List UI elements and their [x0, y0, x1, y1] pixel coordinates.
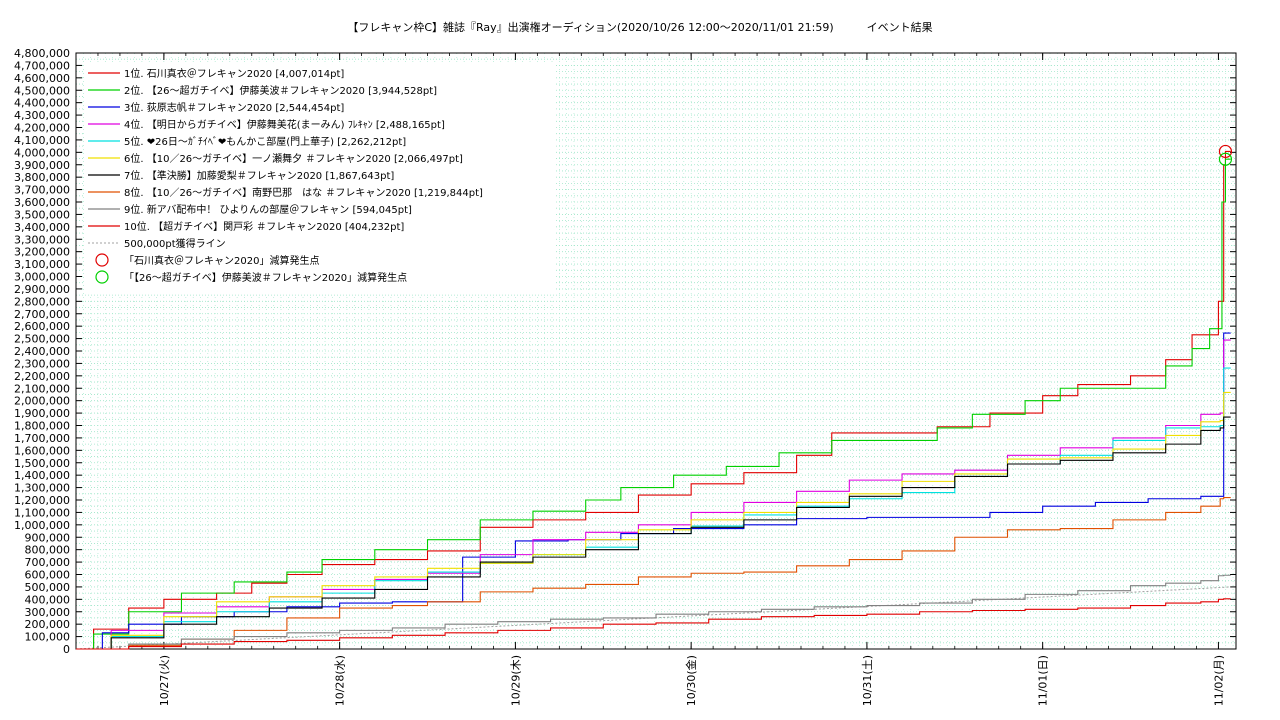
deduction-marker-1 [1218, 144, 1233, 159]
x-tick-label: 10/28(水) [334, 655, 347, 706]
reference-line [75, 586, 1231, 650]
chart-title: 【フレキャン枠C】雑誌『Ray』出演権オーディション(2020/10/26 12… [347, 21, 933, 34]
y-tick-label: 4,800,000 [14, 47, 70, 60]
legend-label-4: 4位. 【明日からガチイベ】伊藤舞美花(まーみん) ﾌﾚｷｬﾝ [2,488,1… [124, 118, 445, 131]
y-tick-label: 3,000,000 [14, 271, 70, 284]
y-tick-label: 2,200,000 [14, 370, 70, 383]
y-tick-label: 3,200,000 [14, 246, 70, 259]
series-line-1 [76, 150, 1231, 650]
y-tick-label: 2,000,000 [14, 395, 70, 408]
y-tick-label: 2,300,000 [14, 357, 70, 370]
y-tick-label: 3,500,000 [14, 208, 70, 221]
y-tick-label: 2,400,000 [14, 345, 70, 358]
legend-marker-1 [95, 253, 109, 267]
y-tick-label: 4,700,000 [14, 59, 70, 72]
y-tick-label: 1,300,000 [14, 482, 70, 495]
y-tick-label: 900,000 [25, 531, 71, 544]
y-tick-label: 1,600,000 [14, 444, 70, 457]
y-tick-label: 500,000 [25, 581, 71, 594]
y-tick-label: 1,400,000 [14, 469, 70, 482]
legend-label-6: 6位. 【10／26～ガチイベ】一ノ瀬舞夕 ＃フレキャン2020 [2,066,… [124, 152, 463, 165]
legend-box [84, 64, 556, 294]
y-tick-label: 1,800,000 [14, 420, 70, 433]
legend-label-reference: 500,000pt獲得ライン [124, 237, 226, 250]
x-tick-label: 11/02(月) [1212, 655, 1225, 706]
legend-label-9: 9位. 新アバ配布中！ ひよりんの部屋＠フレキャン [594,045pt] [124, 203, 412, 216]
legend-marker-label-2: 「【26～超ガチイベ】伊藤美波＃フレキャン2020」減算発生点 [124, 271, 407, 284]
y-tick-label: 1,000,000 [14, 519, 70, 532]
y-tick-label: 2,700,000 [14, 308, 70, 321]
y-tick-label: 3,700,000 [14, 184, 70, 197]
y-tick-label: 4,400,000 [14, 97, 70, 110]
series-line-8 [76, 496, 1231, 650]
legend-label-2: 2位. 【26～超ガチイベ】伊藤美波＃フレキャン2020 [3,944,528p… [124, 84, 437, 97]
y-tick-label: 3,300,000 [14, 233, 70, 246]
y-tick-label: 4,300,000 [14, 109, 70, 122]
y-tick-label: 2,500,000 [14, 333, 70, 346]
y-tick-label: 300,000 [25, 606, 71, 619]
series-line-6 [76, 391, 1231, 650]
y-tick-label: 700,000 [25, 556, 71, 569]
deduction-marker-2 [1218, 152, 1233, 166]
x-tick-label: 10/29(木) [509, 655, 522, 706]
y-tick-label: 1,700,000 [14, 432, 70, 445]
y-tick-label: 2,800,000 [14, 295, 70, 308]
x-tick-label: 10/27(火) [158, 655, 171, 706]
x-tick-label: 10/31(土) [861, 655, 874, 706]
legend-marker-2 [95, 270, 109, 284]
y-tick-label: 400,000 [25, 593, 71, 606]
legend-label-3: 3位. 荻原志帆＃フレキャン2020 [2,544,454pt] [124, 101, 344, 114]
y-tick-label: 3,600,000 [14, 196, 70, 209]
legend-label-8: 8位. 【10／26～ガチイベ】南野巴那 はな ＃フレキャン2020 [1,21… [124, 186, 483, 199]
y-tick-label: 4,600,000 [14, 72, 70, 85]
y-tick-label: 1,200,000 [14, 494, 70, 507]
y-tick-label: 4,200,000 [14, 122, 70, 135]
y-tick-label: 3,800,000 [14, 171, 70, 184]
y-tick-label: 3,100,000 [14, 258, 70, 271]
y-tick-label: 3,400,000 [14, 221, 70, 234]
y-tick-label: 800,000 [25, 544, 71, 557]
y-tick-label: 4,500,000 [14, 84, 70, 97]
y-tick-label: 4,000,000 [14, 146, 70, 159]
legend-label-10: 10位. 【超ガチイベ】関戸彩 ＃フレキャン2020 [404,232pt] [124, 220, 404, 233]
y-tick-label: 3,900,000 [14, 159, 70, 172]
y-tick-label: 1,500,000 [14, 457, 70, 470]
y-tick-label: 1,100,000 [14, 506, 70, 519]
x-tick-label: 11/01(日) [1037, 655, 1050, 706]
y-tick-label: 2,600,000 [14, 320, 70, 333]
x-tick-label: 10/30(金) [684, 655, 698, 706]
series-line-5 [76, 367, 1231, 650]
legend-label-5: 5位. ❤26日～ｶﾞﾁｲﾍﾞ❤もんかこ部屋(門上華子) [2,262,212p… [124, 135, 406, 148]
y-tick-label: 0 [63, 643, 70, 656]
y-tick-label: 200,000 [25, 618, 71, 631]
y-tick-label: 100,000 [25, 631, 71, 644]
series-line-7 [76, 416, 1231, 650]
series-line-10 [76, 598, 1231, 650]
legend-label-7: 7位. 【準決勝】加藤愛梨＃フレキャン2020 [1,867,643pt] [124, 169, 394, 182]
series-line-9 [76, 574, 1231, 650]
y-tick-label: 4,100,000 [14, 134, 70, 147]
series-line-3 [76, 332, 1231, 650]
y-tick-label: 600,000 [25, 569, 71, 582]
y-tick-label: 1,900,000 [14, 407, 70, 420]
series-line-2 [76, 158, 1231, 650]
y-tick-label: 2,900,000 [14, 283, 70, 296]
y-tick-label: 2,100,000 [14, 382, 70, 395]
legend-label-1: 1位. 石川真衣＠フレキャン2020 [4,007,014pt] [124, 67, 344, 80]
legend-marker-label-1: 「石川真衣＠フレキャン2020」減算発生点 [124, 254, 319, 267]
